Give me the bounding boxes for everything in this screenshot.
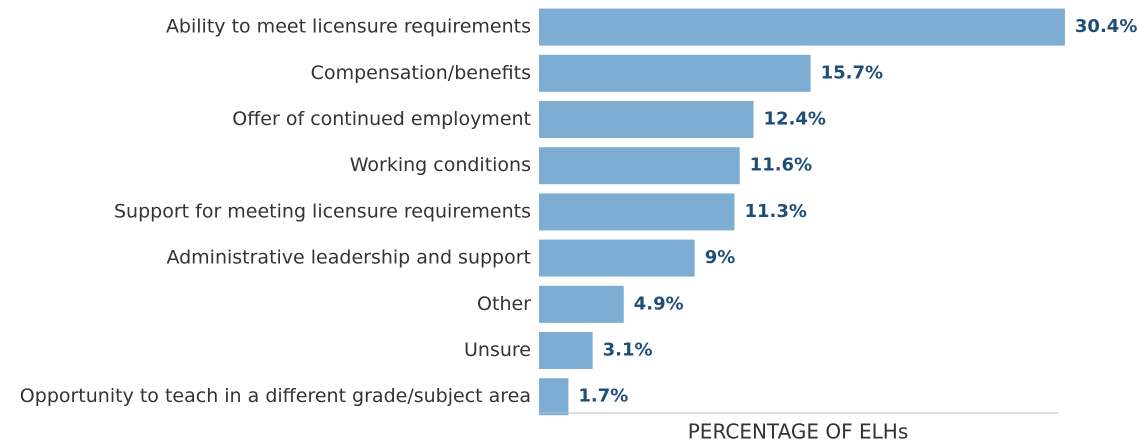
value-label: 3.1%: [603, 340, 653, 361]
category-label: Opportunity to teach in a different grad…: [20, 385, 531, 407]
value-label: 11.6%: [750, 155, 812, 176]
bar: [539, 54, 811, 92]
category-label: Compensation/benefits: [311, 62, 531, 84]
value-label: 30.4%: [1075, 16, 1137, 37]
bar: [539, 332, 593, 369]
value-label: 4.9%: [634, 293, 684, 314]
value-label: 9%: [705, 247, 736, 268]
category-label: Ability to meet licensure requirements: [166, 16, 531, 38]
bar: [539, 193, 735, 231]
value-label: 11.3%: [744, 201, 806, 222]
bar: [539, 101, 754, 138]
value-label: 15.7%: [821, 62, 883, 83]
bar: [539, 285, 624, 323]
value-label: 12.4%: [764, 109, 826, 130]
bar: [539, 378, 569, 416]
value-label: 1.7%: [578, 386, 628, 407]
category-label: Unsure: [464, 339, 531, 361]
bar: [539, 147, 740, 185]
category-label: Support for meeting licensure requiremen…: [114, 200, 531, 222]
category-label: Other: [477, 293, 531, 315]
bar: [539, 8, 1065, 46]
category-label: Working conditions: [350, 154, 531, 176]
x-axis-title: PERCENTAGE OF ELHs: [688, 420, 909, 443]
category-label: Offer of continued employment: [232, 108, 531, 130]
category-label: Administrative leadership and support: [166, 247, 531, 269]
bar: [539, 239, 695, 277]
